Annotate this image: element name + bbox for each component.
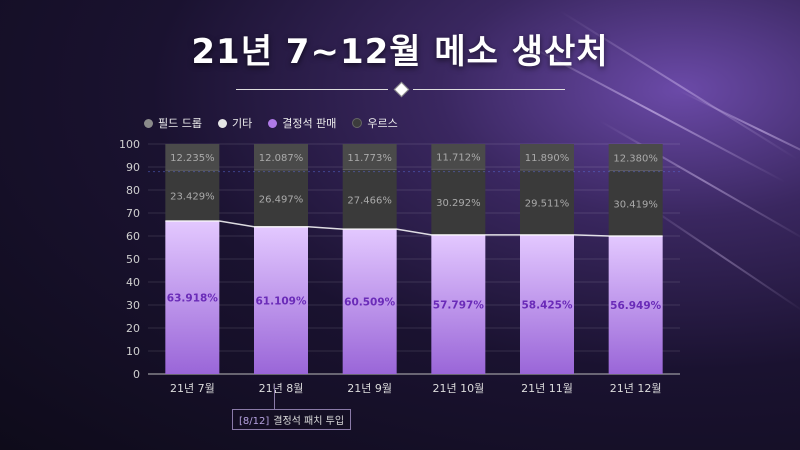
data-label: 12.235% [170, 153, 215, 164]
legend-dot-icon [352, 118, 363, 128]
legend-item: 우르스 [352, 115, 398, 131]
x-tick-label: 21년 11월 [521, 382, 573, 395]
y-tick-label: 30 [126, 299, 140, 312]
title-rule-left [236, 89, 388, 90]
annotation-text: 결정석 패치 투입 [273, 416, 345, 427]
annotation-line [274, 385, 275, 409]
title-rule-right [413, 89, 565, 90]
bar-segment-결정석 [608, 236, 663, 374]
legend-label: 우르스 [367, 117, 398, 130]
data-label: 60.509% [344, 297, 396, 309]
data-label: 63.918% [167, 293, 219, 305]
data-label: 11.773% [347, 153, 392, 164]
legend-dot-icon [268, 118, 278, 128]
bar-segment-결정석 [520, 234, 574, 374]
bar-segment-필드 [254, 144, 308, 170]
annotation-tag: [8/12] [239, 416, 270, 427]
data-label: 29.511% [525, 198, 570, 209]
bar-segment-기타 [342, 169, 397, 230]
bar-segment-필드 [342, 144, 397, 170]
legend-item: 기타 [217, 115, 253, 131]
x-tick-label: 21년 7월 [170, 382, 215, 395]
data-label: 61.109% [255, 295, 307, 307]
data-label: 56.949% [610, 300, 662, 312]
patch-annotation: [8/12] 결정석 패치 투입 [232, 409, 352, 430]
y-tick-label: 10 [126, 345, 140, 358]
y-tick-label: 80 [126, 184, 140, 197]
x-tick-label: 21년 9월 [347, 382, 392, 395]
bar-segment-결정석 [342, 229, 397, 374]
bar-segment-기타 [165, 170, 220, 222]
data-label: 11.890% [525, 153, 570, 164]
data-label: 11.712% [436, 153, 481, 164]
legend-item: 결정석 판매 [268, 115, 336, 131]
bar-segment-필드 [431, 144, 486, 170]
y-tick-label: 20 [126, 322, 140, 335]
bar-segment-기타 [520, 170, 574, 235]
data-label: 12.380% [613, 153, 658, 164]
data-label: 30.292% [436, 198, 481, 209]
legend-label: 기타 [231, 117, 253, 130]
legend-label: 필드 드롭 [158, 117, 202, 130]
data-label: 27.466% [347, 195, 392, 206]
y-tick-label: 90 [126, 161, 140, 174]
bar-segment-필드 [520, 144, 574, 171]
bar-segment-결정석 [431, 234, 486, 374]
bar-segment-기타 [431, 169, 486, 235]
data-label: 57.797% [433, 299, 485, 311]
data-label: 58.425% [521, 299, 573, 311]
x-tick-label: 21년 12월 [610, 382, 662, 395]
y-tick-label: 40 [126, 276, 140, 289]
page-title: 21년 7~12월 메소 생산처 [191, 32, 609, 72]
y-tick-label: 70 [126, 207, 140, 220]
legend-dot-icon [144, 118, 153, 128]
x-tick-label: 21년 8월 [259, 382, 304, 395]
bar-segment-필드 [165, 144, 220, 171]
legend-dot-icon [217, 118, 227, 128]
bar-segment-결정석 [165, 221, 220, 374]
y-tick-label: 0 [133, 368, 140, 381]
legend-label: 결정석 판매 [282, 117, 337, 130]
bar-segment-기타 [254, 169, 308, 227]
data-label: 26.497% [259, 194, 304, 205]
data-label: 23.429% [170, 192, 215, 203]
x-tick-label: 21년 10월 [432, 382, 484, 395]
data-label: 30.419% [613, 199, 658, 210]
trend-line [165, 220, 663, 237]
y-tick-label: 50 [126, 253, 140, 266]
y-tick-label: 100 [119, 138, 140, 151]
bar-segment-필드 [608, 144, 663, 171]
legend-item: 필드 드롭 [144, 115, 202, 131]
legend: 필드 드롭 기타 결정석 판매 우르스 [144, 115, 398, 131]
y-tick-label: 60 [126, 230, 140, 243]
data-label: 12.087% [259, 153, 304, 164]
bar-segment-결정석 [254, 226, 308, 374]
bar-segment-기타 [608, 170, 663, 236]
